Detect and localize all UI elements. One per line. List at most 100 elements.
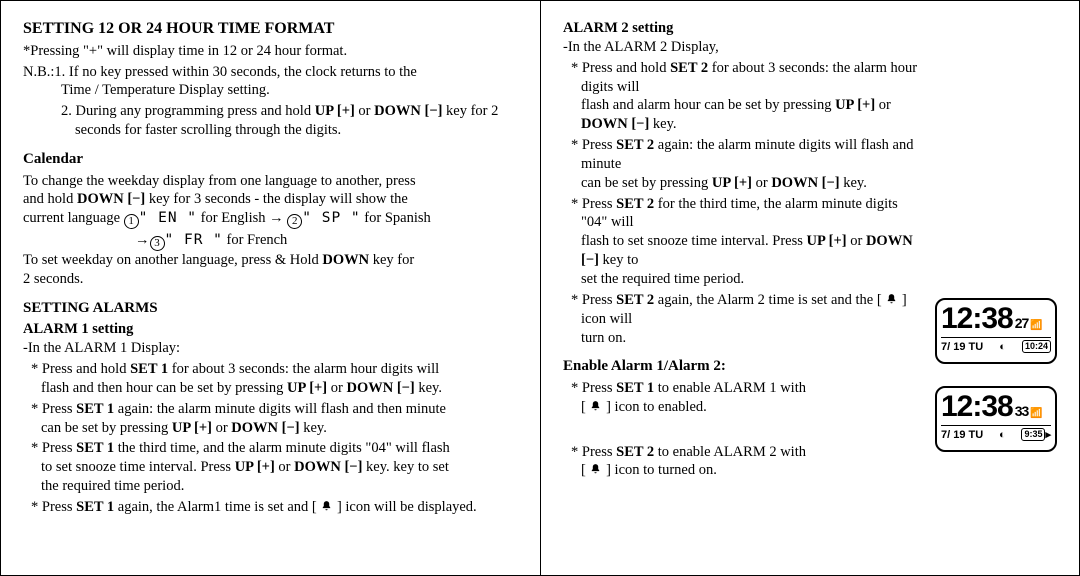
a2s4pre: * Press: [571, 292, 616, 308]
a2s4a: again, the Alarm 2 time is set and the [: [654, 292, 885, 308]
set2-4: SET 2: [616, 292, 654, 308]
cal-l2: and hold DOWN [−] key for 3 seconds - th…: [23, 190, 518, 209]
nb-text1b: Time / Temperature Display setting.: [61, 82, 270, 98]
lcd-display-1: 12:38 27 📶 7/ 19 TU ◐ 10:24: [935, 298, 1057, 364]
ror2: or: [752, 175, 771, 191]
lcd-display-2: 12:38 33 📶 7/ 19 TU ◐ 9:35▸: [935, 386, 1057, 452]
enable-alarm1: * Press SET 1 to enable ALARM 1 with: [563, 379, 923, 398]
a1s2c: can be set by pressing: [41, 420, 172, 436]
set1-4: SET 1: [76, 499, 114, 515]
a1s3pre: * Press: [31, 440, 76, 456]
key2: key.: [300, 420, 327, 436]
a2-step2: * Press SET 2 again: the alarm minute di…: [563, 136, 923, 174]
cal-l4b: for French: [223, 232, 287, 248]
set2-1: SET 2: [670, 60, 708, 76]
nb2-a: During any programming press and hold: [72, 103, 315, 119]
rup3: UP [+]: [807, 233, 847, 249]
right-column: ALARM 2 setting -In the ALARM 2 Display,…: [540, 0, 1080, 576]
lcd2-date: 7/ 19 TU: [941, 428, 983, 442]
lang-sp: " SP ": [302, 210, 360, 226]
lcd1-time-row: 12:38 27 📶: [941, 302, 1051, 334]
lcd1-bottom-row: 7/ 19 TU ◐ 10:24: [941, 337, 1051, 354]
a1-pre: -In the ALARM 1 Display:: [23, 339, 518, 358]
cal-down2: DOWN: [322, 252, 369, 268]
cal-l2a: and hold: [23, 191, 77, 207]
cal-l3: current language 1" EN " for English → 2…: [23, 209, 518, 229]
set2-3: SET 2: [616, 196, 654, 212]
a1-step3b: to set snooze time interval. Press UP [+…: [23, 458, 518, 477]
enable-alarm1b: [ ] icon to enabled.: [563, 398, 923, 417]
a1s4pre: * Press: [31, 499, 76, 515]
a2s3pre: * Press: [571, 196, 616, 212]
en1c: [: [581, 399, 589, 415]
en2a: * Press: [571, 444, 616, 460]
a2-step2b: can be set by pressing UP [+] or DOWN [−…: [563, 174, 923, 193]
heading-calendar: Calendar: [23, 150, 518, 170]
nb-prefix: N.B.:1.: [23, 64, 65, 80]
a2-step3b: flash to set snooze time interval. Press…: [563, 232, 923, 270]
a1s4a: again, the Alarm1 time is set and [: [114, 499, 320, 515]
a1s3a: the third time, and the alarm minute dig…: [114, 440, 450, 456]
pressing: pressing: [660, 175, 708, 191]
enable-alarm2: * Press SET 2 to enable ALARM 2 with: [563, 443, 923, 462]
circled-2-icon: 2: [287, 214, 302, 229]
a1s1a: * Press and hold: [31, 361, 130, 377]
a1s1c: flash and then hour can be set by pressi…: [41, 380, 287, 396]
cal-l6: 2 seconds.: [23, 270, 518, 289]
heading-enable-alarms: Enable Alarm 1/Alarm 2:: [563, 357, 923, 377]
heading-setting-alarms: SETTING ALARMS: [23, 299, 518, 319]
down3: DOWN [−]: [294, 459, 362, 475]
lcd2-time-row: 12:38 33 📶: [941, 390, 1051, 422]
rdown1: DOWN [−]: [581, 116, 649, 132]
a2-pre: -In the ALARM 2 Display,: [563, 38, 923, 57]
en1b: to enable ALARM 1 with: [654, 380, 806, 396]
nb2-down: DOWN [−]: [374, 103, 442, 119]
en-set2: SET 2: [616, 444, 654, 460]
rup2: UP [+]: [712, 175, 752, 191]
lang-en: " EN ": [139, 210, 197, 226]
a1s4b: ] icon will be displayed.: [333, 499, 476, 515]
enable-alarm2b: [ ] icon to turned on.: [563, 461, 923, 480]
or2: or: [212, 420, 231, 436]
cal-l4: →3" FR " for French: [23, 231, 518, 251]
lcd1-time: 12:38: [941, 304, 1013, 334]
signal-icon: 📶: [1030, 321, 1041, 331]
cal-l3a: current language: [23, 210, 124, 226]
cal-l5a: To set weekday on another language, pres…: [23, 252, 322, 268]
en2b: to enable ALARM 2 with: [654, 444, 806, 460]
a1-step3: * Press SET 1 the third time, and the al…: [23, 439, 518, 458]
rkey2: key.: [840, 175, 867, 191]
rdown2: DOWN [−]: [771, 175, 839, 191]
ror3: or: [847, 233, 866, 249]
rup1: UP [+]: [835, 97, 875, 113]
cal-l4a: →: [135, 232, 150, 248]
left-column: SETTING 12 OR 24 HOUR TIME FORMAT *Press…: [0, 0, 540, 576]
a2-step3: * Press SET 2 for the third time, the al…: [563, 195, 923, 233]
en-set1: SET 1: [616, 380, 654, 396]
nb-item-1: N.B.:1. If no key pressed within 30 seco…: [23, 63, 518, 101]
cal-l2b: key for 3 seconds - the display will sho…: [145, 191, 408, 207]
a2-step1b: flash and alarm hour can be set by press…: [563, 96, 923, 134]
or1: or: [327, 380, 346, 396]
a1-step2b: can be set by pressing UP [+] or DOWN [−…: [23, 419, 518, 438]
lcd2-bottom-row: 7/ 19 TU ◐ 9:35▸: [941, 425, 1051, 442]
key1: key.: [415, 380, 442, 396]
bell-icon: [589, 400, 602, 413]
set1-2: SET 1: [76, 401, 114, 417]
nb2-up: UP [+]: [315, 103, 355, 119]
circled-3-icon: 3: [150, 236, 165, 251]
a1s2a: * Press: [31, 401, 76, 417]
a1-step4: * Press SET 1 again, the Alarm1 time is …: [23, 498, 518, 517]
a1-step2: * Press SET 1 again: the alarm minute di…: [23, 400, 518, 419]
up1: UP [+]: [287, 380, 327, 396]
a1s1b: for about 3 seconds: the alarm hour digi…: [168, 361, 439, 377]
lcd1-alarm-time: 10:24: [1022, 340, 1051, 353]
a2s2c: can be set by: [581, 175, 660, 191]
cal-l5: To set weekday on another language, pres…: [23, 251, 518, 270]
cal-l3c: for Spanish: [361, 210, 431, 226]
heading-alarm1: ALARM 1 setting: [23, 320, 518, 339]
a1-step1: * Press and hold SET 1 for about 3 secon…: [23, 360, 518, 379]
cal-down: DOWN [−]: [77, 191, 145, 207]
tf-line1: *Pressing "+" will display time in 12 or…: [23, 42, 518, 61]
heading-time-format: SETTING 12 OR 24 HOUR TIME FORMAT: [23, 19, 518, 40]
